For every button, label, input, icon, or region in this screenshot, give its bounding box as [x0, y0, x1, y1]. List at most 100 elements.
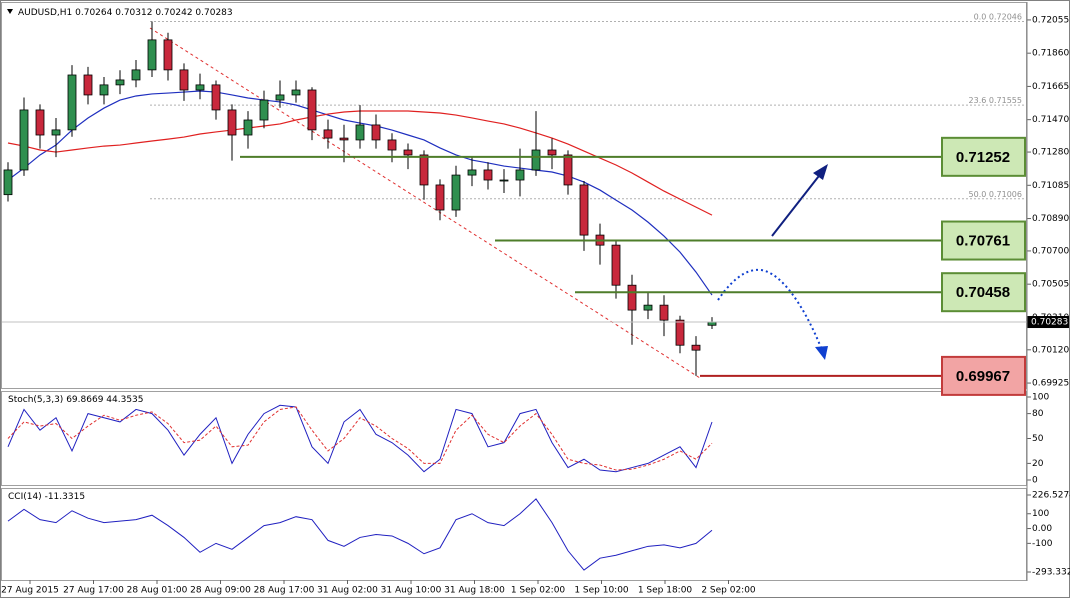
time-label: 1 Sep 10:00 — [574, 586, 629, 596]
candle-body — [467, 169, 477, 176]
up-arrow — [771, 164, 828, 237]
y-tick-label: 0.71665 — [1032, 82, 1069, 92]
candle-body — [419, 154, 429, 186]
fib-ratio: 50.0 — [969, 189, 987, 198]
y-tick-label: -100 — [1032, 539, 1053, 549]
level-box — [941, 272, 1026, 313]
chart-header: AUDUSD,H1 0.70264 0.70312 0.70242 0.7028… — [18, 8, 233, 18]
open: 0.70264 — [75, 8, 112, 18]
candle-body — [563, 154, 573, 186]
fib-price: 0.72046 — [989, 12, 1022, 21]
candle-body — [675, 319, 685, 346]
candle-body — [659, 304, 669, 321]
fib-label: 0.0 0.72046 — [974, 12, 1022, 21]
level-label: 0.70458 — [956, 284, 1010, 301]
symbol: AUDUSD,H1 — [18, 8, 72, 18]
y-tick-label: 0.70505 — [1032, 280, 1069, 290]
level-box — [941, 136, 1026, 177]
signal-value: 44.3535 — [106, 395, 143, 405]
y-tick-label: 80 — [1032, 409, 1044, 419]
cci-header: CCI(14) -11.3315 — [8, 492, 85, 502]
time-label: 1 Sep 02:00 — [511, 586, 566, 596]
y-tick-label: 0.70120 — [1032, 345, 1069, 355]
high: 0.70312 — [115, 8, 152, 18]
y-tick-label: -293.3324 — [1032, 568, 1070, 578]
indicator-line — [7, 406, 713, 471]
level-label: 0.70761 — [956, 233, 1010, 250]
candle-body — [403, 149, 413, 156]
stoch-header: Stoch(5,3,3) 69.8669 44.3535 — [8, 395, 144, 405]
candle-body — [67, 74, 77, 131]
y-tick-label: 0.71085 — [1032, 181, 1069, 191]
current-price-box — [1027, 316, 1069, 329]
time-label: 2 Sep 02:00 — [701, 586, 756, 596]
candle-body — [515, 169, 525, 181]
time-label: 31 Aug 10:00 — [381, 586, 442, 596]
candle-body — [3, 169, 13, 196]
main-value: 69.8669 — [66, 395, 103, 405]
y-tick-label: 0.71470 — [1032, 115, 1069, 125]
time-label: 1 Sep 18:00 — [638, 586, 693, 596]
indicator-line — [7, 404, 713, 473]
candle-body — [547, 149, 557, 156]
candle-body — [211, 84, 221, 111]
candle-body — [627, 284, 637, 311]
cci-value: -11.3315 — [45, 492, 85, 502]
candle-body — [179, 69, 189, 91]
time-label: 31 Aug 02:00 — [317, 586, 378, 596]
current-price-label: 0.70283 — [1031, 318, 1068, 328]
trend-line — [149, 27, 701, 379]
level-box — [941, 355, 1026, 396]
time-label: 28 Aug 09:00 — [190, 586, 251, 596]
candle-body — [691, 344, 701, 351]
candle-body — [323, 129, 333, 139]
fib-price: 0.71006 — [989, 189, 1022, 198]
candle-body — [99, 84, 109, 96]
down-arrow — [717, 268, 828, 360]
candle-body — [195, 84, 205, 91]
fib-label: 50.0 0.71006 — [969, 189, 1022, 198]
time-label: 27 Aug 2015 — [1, 586, 59, 596]
time-label: 28 Aug 17:00 — [254, 586, 315, 596]
y-tick-label: 0.72055 — [1032, 15, 1069, 25]
y-tick-label: 20 — [1032, 459, 1044, 469]
indicator-line — [7, 498, 713, 571]
candle-body — [483, 169, 493, 181]
y-tick-label: 50 — [1032, 434, 1044, 444]
candle-body — [371, 124, 381, 141]
title: Stoch(5,3,3) — [8, 395, 63, 405]
candle-body — [147, 39, 157, 71]
low: 0.70242 — [155, 8, 192, 18]
candle-body — [611, 244, 621, 286]
candle-body — [163, 39, 173, 71]
candle-body — [643, 304, 653, 311]
candle-body — [19, 109, 29, 171]
fib-label: 23.6 0.71555 — [969, 96, 1022, 105]
y-tick-label: 226.5274 — [1032, 491, 1070, 501]
candle-body — [51, 129, 61, 136]
candle-body — [531, 149, 541, 171]
y-tick-label: 0.69925 — [1032, 379, 1069, 389]
y-tick-label: 0.70700 — [1032, 246, 1069, 256]
y-tick-label: 0 — [1032, 476, 1038, 486]
fib-ratio: 23.6 — [969, 96, 987, 105]
fib-price: 0.71555 — [989, 96, 1022, 105]
menu-triangle — [7, 9, 13, 14]
candle-body — [291, 89, 301, 96]
title: CCI(14) — [8, 492, 42, 502]
candle-body — [435, 184, 445, 211]
fib-ratio: 0.0 — [974, 12, 987, 21]
level-label: 0.71252 — [956, 149, 1010, 166]
candle-body — [387, 139, 397, 151]
candle-body — [579, 184, 589, 236]
time-label: 31 Aug 18:00 — [444, 586, 505, 596]
candle-body — [307, 89, 317, 131]
level-box — [941, 220, 1026, 261]
candle-body — [35, 109, 45, 136]
y-tick-label: 100 — [1032, 393, 1049, 403]
candle-body — [499, 179, 509, 182]
y-tick-label: 0.71860 — [1032, 49, 1069, 59]
candle-body — [355, 124, 365, 141]
